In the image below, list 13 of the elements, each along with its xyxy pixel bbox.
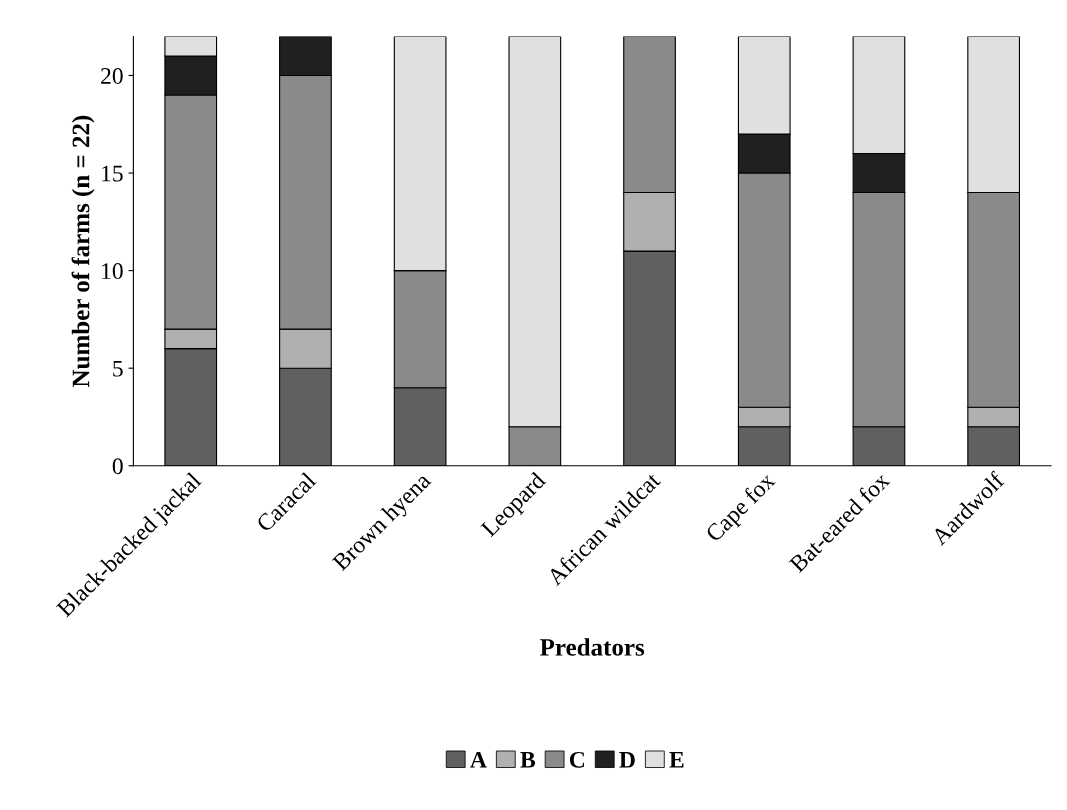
- y-tick-label: 15: [102, 165, 123, 182]
- legend-label: B: [520, 752, 536, 768]
- y-tick-label: 10: [102, 263, 123, 280]
- legend-label: A: [470, 751, 487, 768]
- y-axis-title: Number of farms (n = 22): [71, 115, 95, 388]
- legend-label: D: [619, 752, 635, 768]
- y-tick-label: 0: [112, 458, 123, 475]
- x-axis-title: Predators: [540, 638, 645, 656]
- legend-label: E: [669, 752, 684, 768]
- x-tick-label: Cape fox: [704, 470, 780, 546]
- y-tick-label: 20: [101, 67, 123, 84]
- y-tick-label: 5: [113, 360, 123, 377]
- legend-label: C: [569, 751, 585, 768]
